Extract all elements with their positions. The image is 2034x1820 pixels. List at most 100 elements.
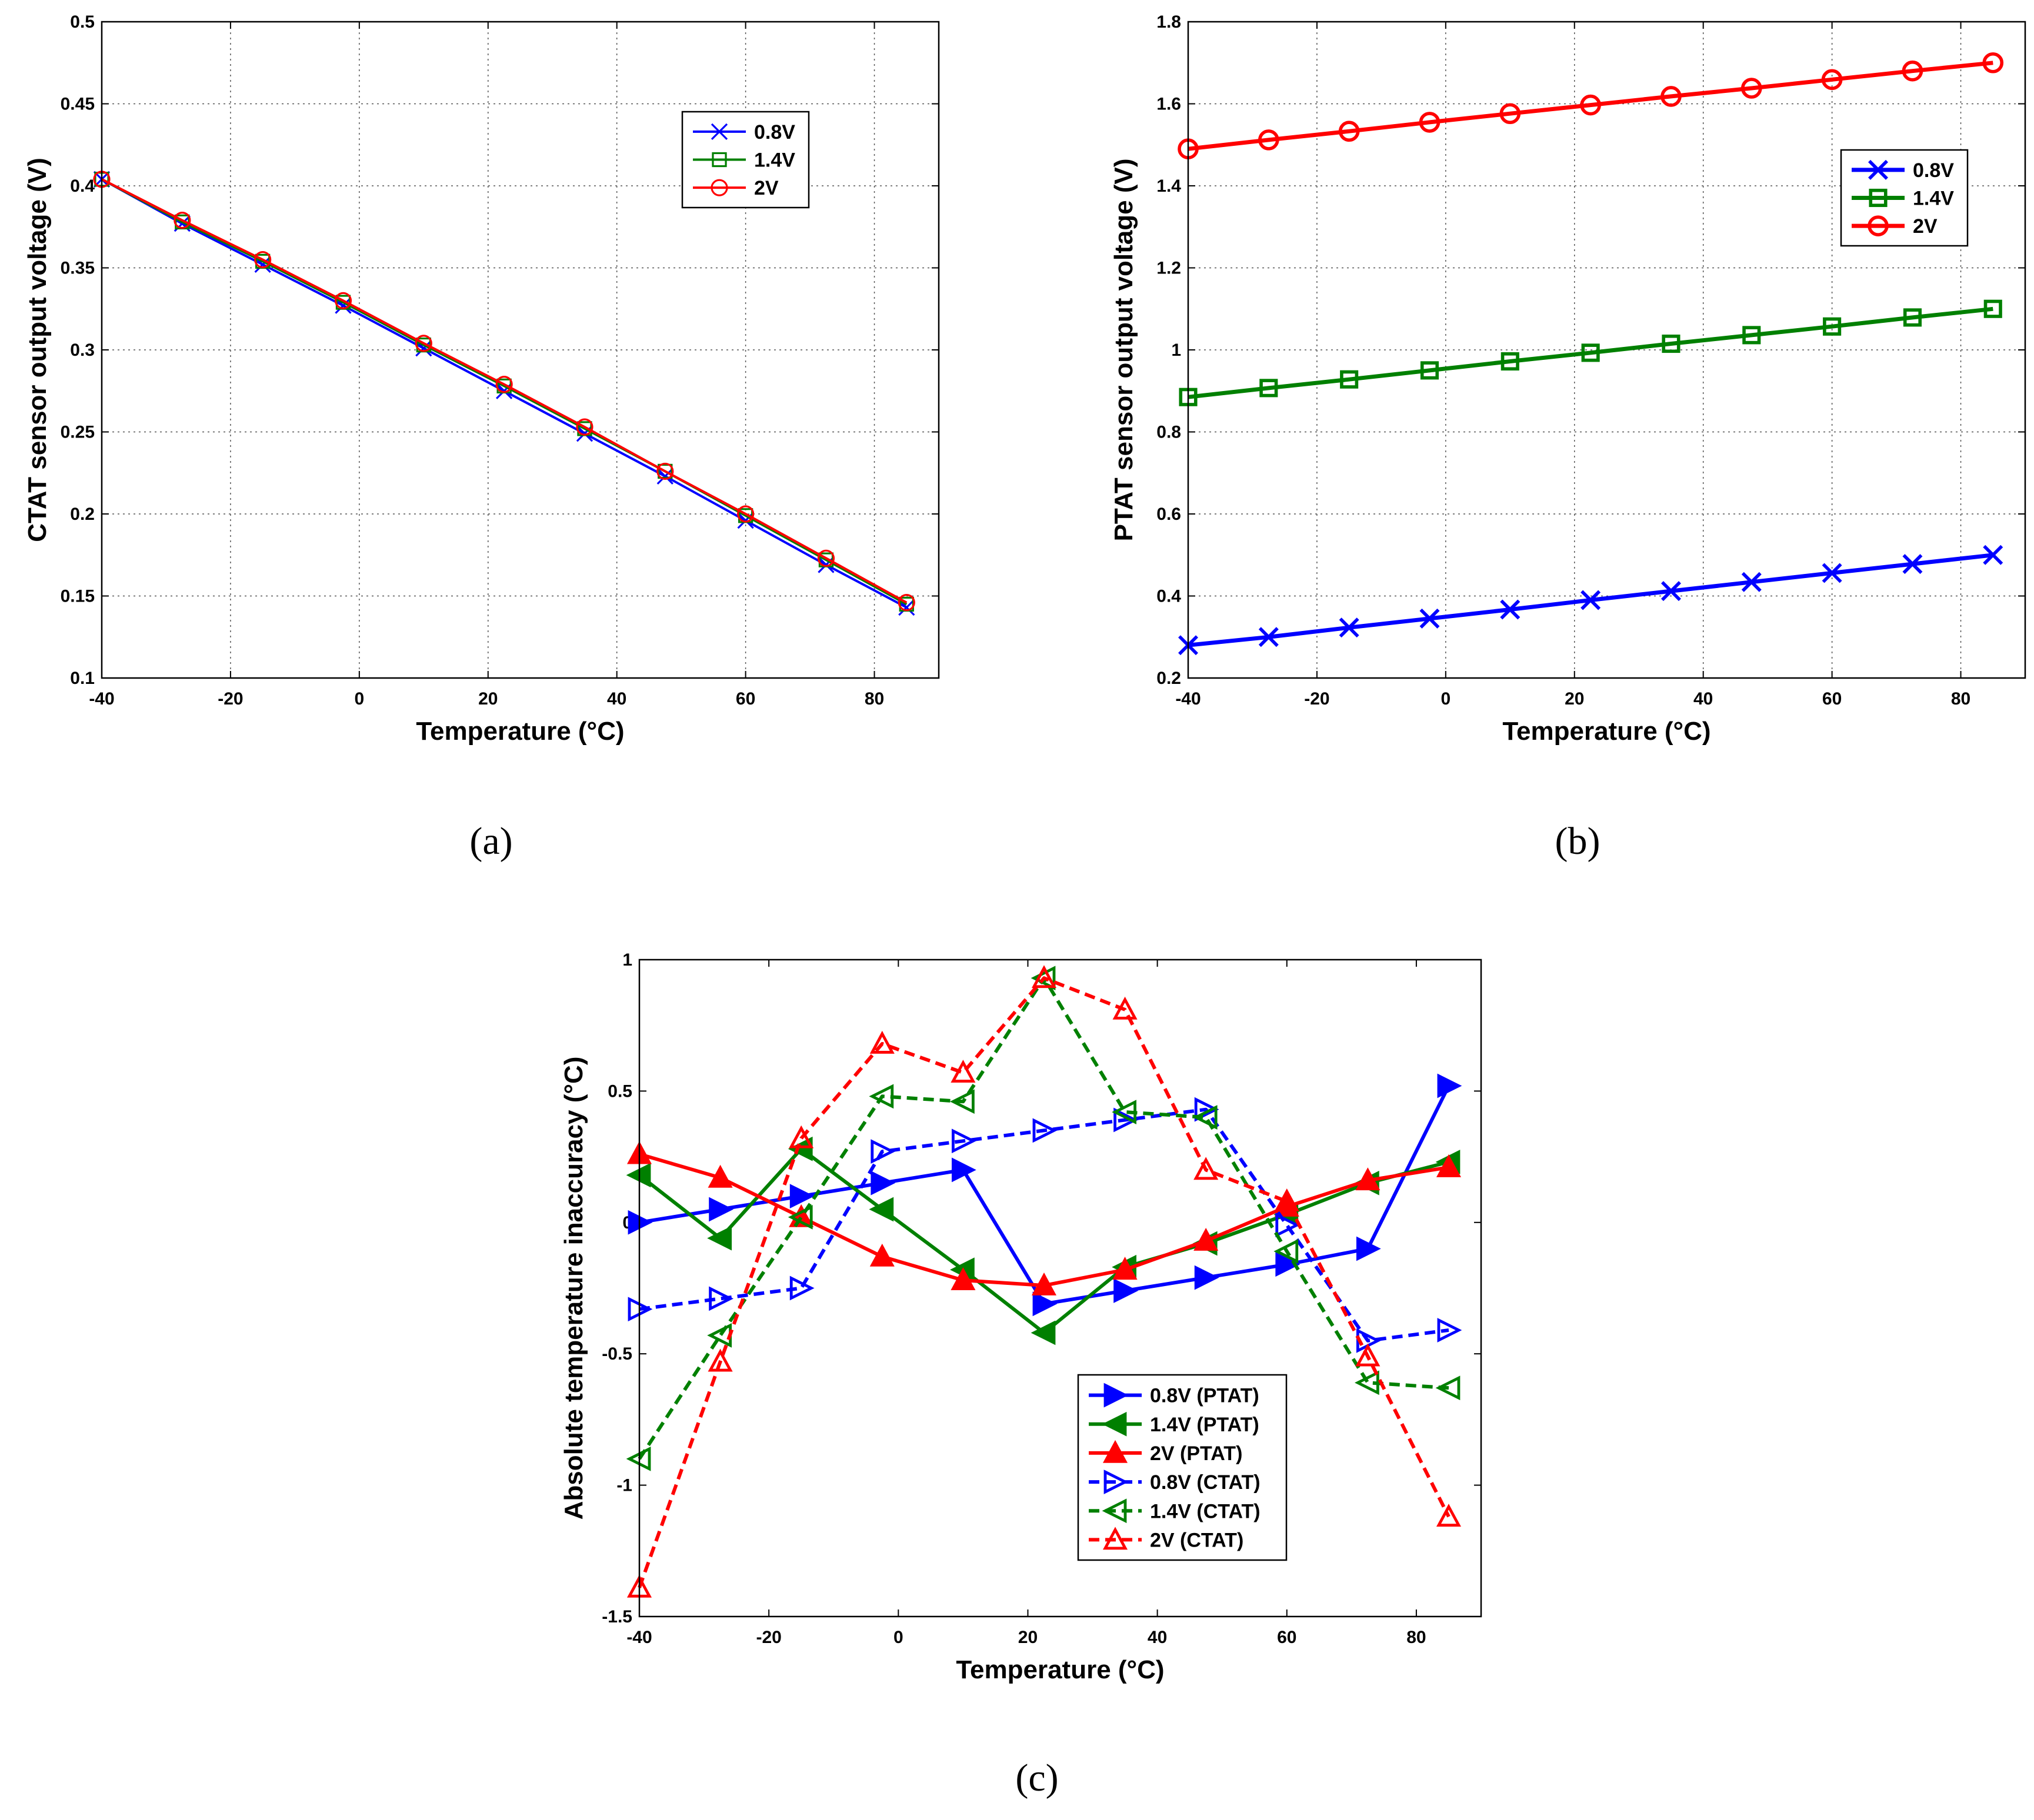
legend-swatch-marker bbox=[1103, 1470, 1129, 1494]
y-tick-label: -1.5 bbox=[602, 1607, 632, 1627]
chart-c: -40 -20 0 20 40 60 80-1.5-1-0.500.51Temperatur… bbox=[559, 950, 1482, 1799]
x-tick-label: 20 bbox=[1018, 1628, 1038, 1647]
data-point bbox=[869, 1197, 894, 1222]
y-tick-label: 1 bbox=[1171, 340, 1181, 360]
y-tick-label: 0.3 bbox=[70, 340, 95, 360]
data-point bbox=[1258, 129, 1279, 151]
data-point bbox=[254, 251, 272, 269]
data-point bbox=[951, 1157, 976, 1183]
data-point bbox=[1983, 545, 2003, 565]
y-tick-label: 0.5 bbox=[608, 1081, 632, 1101]
series-0-8v-ctat bbox=[628, 1097, 1462, 1353]
x-tick-label: 20 bbox=[478, 689, 498, 709]
y-tick-label: 0.8 bbox=[1156, 423, 1181, 442]
data-point bbox=[1193, 1157, 1219, 1180]
chart-a: -40 -20 0 20 40 60 80 0.1 0.15 0.2 0.25 0.3 0.35 0.4 0… bbox=[23, 12, 940, 863]
chart-b: -40 -20 0 20 40 60 80 0.2 0.4 0.6 0.8 1 1.2 1.4 1.6 1.8… bbox=[1109, 12, 2026, 863]
y-tick-label: 0.35 bbox=[61, 259, 95, 278]
data-point bbox=[1660, 86, 1682, 107]
data-point bbox=[1420, 361, 1439, 380]
data-point bbox=[1113, 1278, 1138, 1303]
x-tick-label: 0 bbox=[893, 1628, 903, 1647]
data-point bbox=[1355, 1167, 1381, 1191]
data-point bbox=[1273, 1239, 1299, 1264]
data-point bbox=[1258, 627, 1279, 647]
data-point bbox=[1338, 121, 1360, 142]
data-point bbox=[1112, 1100, 1136, 1125]
data-point bbox=[1437, 1318, 1462, 1343]
data-point bbox=[1580, 590, 1601, 610]
series-line bbox=[101, 178, 908, 606]
data-point bbox=[1274, 1188, 1299, 1211]
data-point bbox=[1822, 563, 1842, 583]
series-line bbox=[639, 1107, 1449, 1343]
x-tick-label: 60 bbox=[1822, 689, 1842, 709]
legend-swatch-marker bbox=[1868, 159, 1888, 180]
data-point bbox=[1275, 1213, 1301, 1238]
data-point bbox=[1194, 1097, 1219, 1122]
legend-swatch-marker bbox=[1102, 1498, 1127, 1524]
data-point bbox=[656, 467, 673, 485]
data-point bbox=[869, 1084, 894, 1109]
data-point bbox=[1437, 1073, 1462, 1098]
x-tick-label: -20 bbox=[756, 1628, 781, 1647]
data-point bbox=[415, 335, 432, 352]
y-tick-label: 0.2 bbox=[1156, 669, 1181, 688]
data-point bbox=[708, 1348, 733, 1372]
data-point bbox=[1356, 1236, 1381, 1261]
x-tick-label: 40 bbox=[607, 689, 626, 709]
data-point bbox=[1031, 1320, 1056, 1345]
series-line bbox=[101, 178, 908, 604]
legend-entry-label: 2V (CTAT) bbox=[1150, 1529, 1243, 1551]
data-point bbox=[951, 1060, 976, 1083]
data-point bbox=[1112, 996, 1138, 1020]
legend: 0.8V 1.4V 2V bbox=[1840, 149, 1969, 247]
series-line bbox=[638, 976, 1451, 1588]
data-point bbox=[1355, 1343, 1381, 1367]
x-tick-label: 0 bbox=[1441, 689, 1451, 709]
data-point bbox=[707, 1225, 732, 1251]
y-tick-label: 0.25 bbox=[61, 423, 95, 442]
legend-swatch-marker bbox=[1868, 215, 1889, 236]
data-point bbox=[1501, 352, 1519, 371]
y-tick-label: 0.6 bbox=[1156, 505, 1181, 524]
data-point bbox=[1031, 1272, 1057, 1295]
data-point bbox=[1032, 1291, 1058, 1317]
data-point bbox=[1581, 343, 1600, 362]
y-tick-label: 1.6 bbox=[1156, 95, 1181, 114]
data-point bbox=[1194, 1265, 1219, 1290]
plot-frame bbox=[638, 959, 1482, 1618]
x-tick-label: 40 bbox=[1693, 689, 1713, 709]
legend: 0.8V (PTAT) 1.4V (PTAT) 2V (PTAT) 0.8V (CTA… bbox=[1077, 1374, 1288, 1561]
data-point bbox=[656, 462, 674, 480]
data-point bbox=[1275, 1252, 1301, 1277]
data-point bbox=[1580, 94, 1601, 116]
data-point bbox=[708, 1164, 733, 1188]
y-tick-label: 0.15 bbox=[61, 587, 95, 606]
data-point bbox=[1113, 1107, 1138, 1133]
y-tick-label: -1 bbox=[616, 1476, 632, 1495]
data-point bbox=[1662, 334, 1680, 353]
y-tick-label: 0.1 bbox=[70, 669, 95, 688]
data-point bbox=[950, 1089, 975, 1114]
data-point bbox=[709, 1197, 733, 1222]
series-0-8v bbox=[1178, 545, 2003, 656]
data-point bbox=[1339, 617, 1359, 638]
data-point bbox=[788, 1204, 813, 1230]
series-2v-ctat bbox=[626, 965, 1461, 1598]
series-2v bbox=[93, 171, 915, 612]
y-tick-label: 0.5 bbox=[70, 12, 95, 32]
data-point bbox=[1193, 1228, 1219, 1251]
data-point bbox=[1259, 379, 1278, 398]
data-point bbox=[951, 1267, 976, 1290]
data-point bbox=[789, 1184, 815, 1209]
y-axis-label: CTAT sensor output voltage (V) bbox=[23, 158, 52, 542]
data-point bbox=[709, 1286, 733, 1311]
x-tick-label: -40 bbox=[626, 1628, 652, 1647]
data-point bbox=[737, 505, 755, 523]
legend-entry-label: 2V (PTAT) bbox=[1150, 1442, 1242, 1465]
series-line bbox=[1188, 61, 1993, 151]
x-axis-label: Temperature (°C) bbox=[956, 1655, 1164, 1684]
data-point bbox=[658, 463, 673, 479]
